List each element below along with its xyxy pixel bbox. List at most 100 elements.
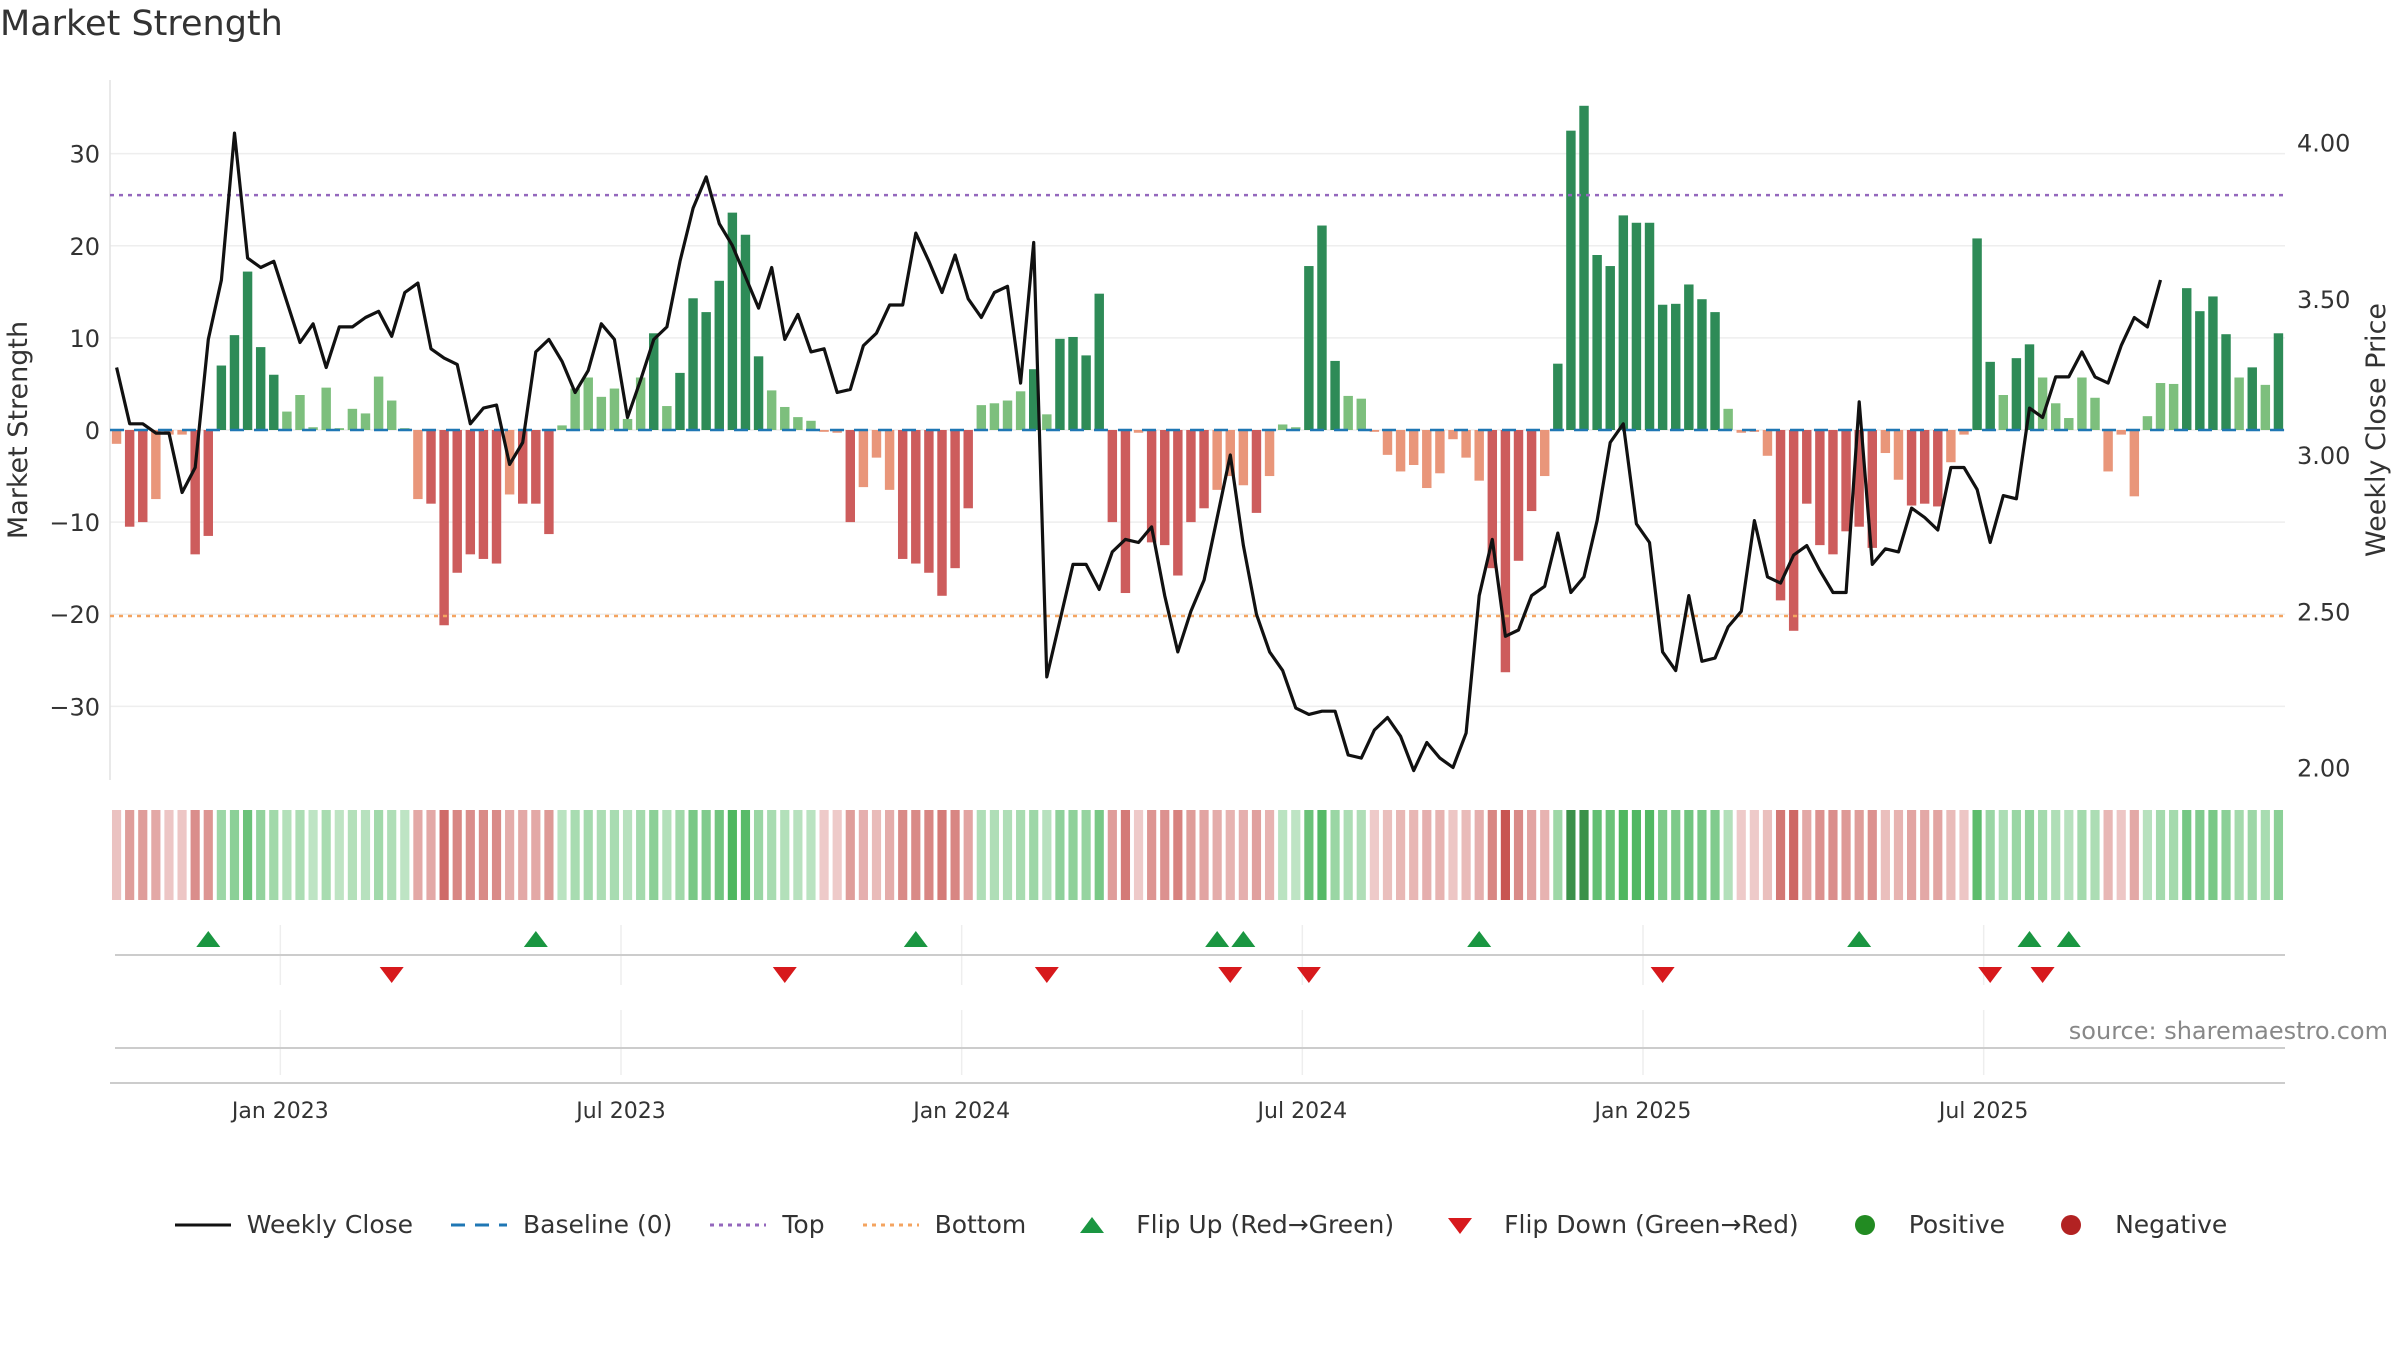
heat-cell — [1540, 810, 1550, 900]
strength-bar — [1605, 266, 1615, 430]
heat-cell — [1107, 810, 1117, 900]
strength-bar — [190, 430, 200, 555]
strength-bar — [766, 390, 777, 430]
heat-cell — [2129, 810, 2139, 900]
heat-cell — [360, 810, 371, 900]
heat-cell — [1579, 810, 1589, 900]
strength-bar — [1042, 414, 1052, 430]
legend-label: Baseline (0) — [523, 1210, 673, 1239]
heat-cell — [1723, 810, 1733, 900]
strength-bar — [1631, 222, 1642, 430]
heat-cell — [727, 810, 737, 900]
strength-bar — [1356, 398, 1366, 430]
strength-bar — [452, 430, 462, 573]
heat-cell — [347, 810, 357, 900]
heat-cell — [1055, 810, 1065, 900]
strength-bar — [1880, 430, 1891, 454]
strength-bar — [897, 430, 908, 559]
y-tick-label: 30 — [69, 141, 100, 169]
heat-cell — [531, 810, 541, 900]
heat-cell — [1605, 810, 1615, 900]
heat-cell — [2273, 810, 2284, 900]
heat-cell — [1029, 810, 1039, 900]
flip-up-marker — [2056, 931, 2081, 947]
heat-cell — [845, 810, 855, 900]
heat-cell — [1736, 810, 1746, 900]
strength-bar — [806, 420, 816, 430]
y2-axis-label: Weekly Close Price — [2361, 303, 2392, 557]
strength-bar — [2024, 344, 2035, 430]
strength-bar — [1330, 360, 1340, 430]
strength-bar — [1304, 266, 1314, 430]
flip-up-marker — [1231, 931, 1256, 947]
strength-bar — [2077, 377, 2087, 430]
heat-cell — [780, 810, 790, 900]
heat-cell — [976, 810, 986, 900]
strength-bar — [1657, 304, 1668, 430]
heat-cell — [963, 810, 973, 900]
flip-down-marker — [772, 967, 797, 983]
strength-bar — [1566, 130, 1576, 430]
strength-bar — [1972, 238, 1982, 430]
strength-bar — [1684, 284, 1694, 430]
legend-label: Top — [782, 1210, 825, 1239]
legend-label: Negative — [2115, 1210, 2228, 1239]
heat-cell — [190, 810, 200, 900]
strength-bar — [1422, 430, 1432, 489]
strength-bar — [1251, 430, 1262, 513]
heat-cell — [806, 810, 816, 900]
flip-markers — [115, 931, 2285, 983]
x-tick-label: Jul 2025 — [1937, 1099, 2029, 1124]
legend-swatch — [1062, 1214, 1122, 1236]
strength-bar — [1959, 430, 1969, 435]
heat-cell — [282, 810, 292, 900]
heat-cell — [125, 810, 135, 900]
y2-tick-label: 3.00 — [2297, 442, 2350, 470]
strength-bar — [740, 234, 751, 430]
strength-bar — [1107, 430, 1118, 523]
strength-bar — [386, 400, 397, 430]
heat-cell — [596, 810, 606, 900]
strength-bar — [124, 430, 135, 527]
heat-cell — [374, 810, 384, 900]
heat-cell — [583, 810, 593, 900]
heat-cell — [622, 810, 633, 900]
heat-cell — [1435, 810, 1445, 900]
heat-cell — [898, 810, 908, 900]
heat-cell — [413, 810, 423, 900]
legend-item-positive: Positive — [1835, 1210, 2005, 1239]
strength-bar — [1382, 430, 1393, 455]
strength-bar — [1015, 391, 1026, 430]
heat-cell — [701, 810, 711, 900]
heat-cell — [1343, 810, 1353, 900]
flip-down-marker — [1650, 967, 1675, 983]
strength-bar — [622, 418, 633, 430]
heat-cell — [1422, 810, 1432, 900]
heat-cell — [1382, 810, 1393, 900]
heat-cell — [111, 810, 122, 900]
weekly-close-line — [115, 131, 2163, 773]
heat-cell — [1094, 810, 1104, 900]
strength-bar — [1225, 430, 1235, 477]
legend-label: Positive — [1908, 1210, 2006, 1239]
strength-bar — [1435, 430, 1445, 474]
strength-bar — [1697, 299, 1707, 430]
heat-cell — [1474, 810, 1484, 900]
legend-item-bottom: Bottom — [861, 1210, 1026, 1239]
heat-cell — [1959, 810, 1969, 900]
heat-cell — [1527, 810, 1537, 900]
legend-swatch — [449, 1214, 509, 1236]
heat-cell — [1081, 810, 1091, 900]
heat-cell — [1264, 810, 1275, 900]
heat-cell — [2182, 810, 2192, 900]
legend-item-baseline: Baseline (0) — [449, 1210, 672, 1239]
heat-cell — [426, 810, 436, 900]
strength-bar — [1173, 430, 1183, 576]
strength-bar — [688, 298, 698, 430]
heat-cell — [334, 810, 344, 900]
strength-bar — [518, 430, 528, 504]
heat-cell — [2247, 810, 2257, 900]
flip-up-marker — [523, 931, 548, 947]
heat-cell — [138, 810, 148, 900]
strength-bar — [819, 430, 829, 432]
